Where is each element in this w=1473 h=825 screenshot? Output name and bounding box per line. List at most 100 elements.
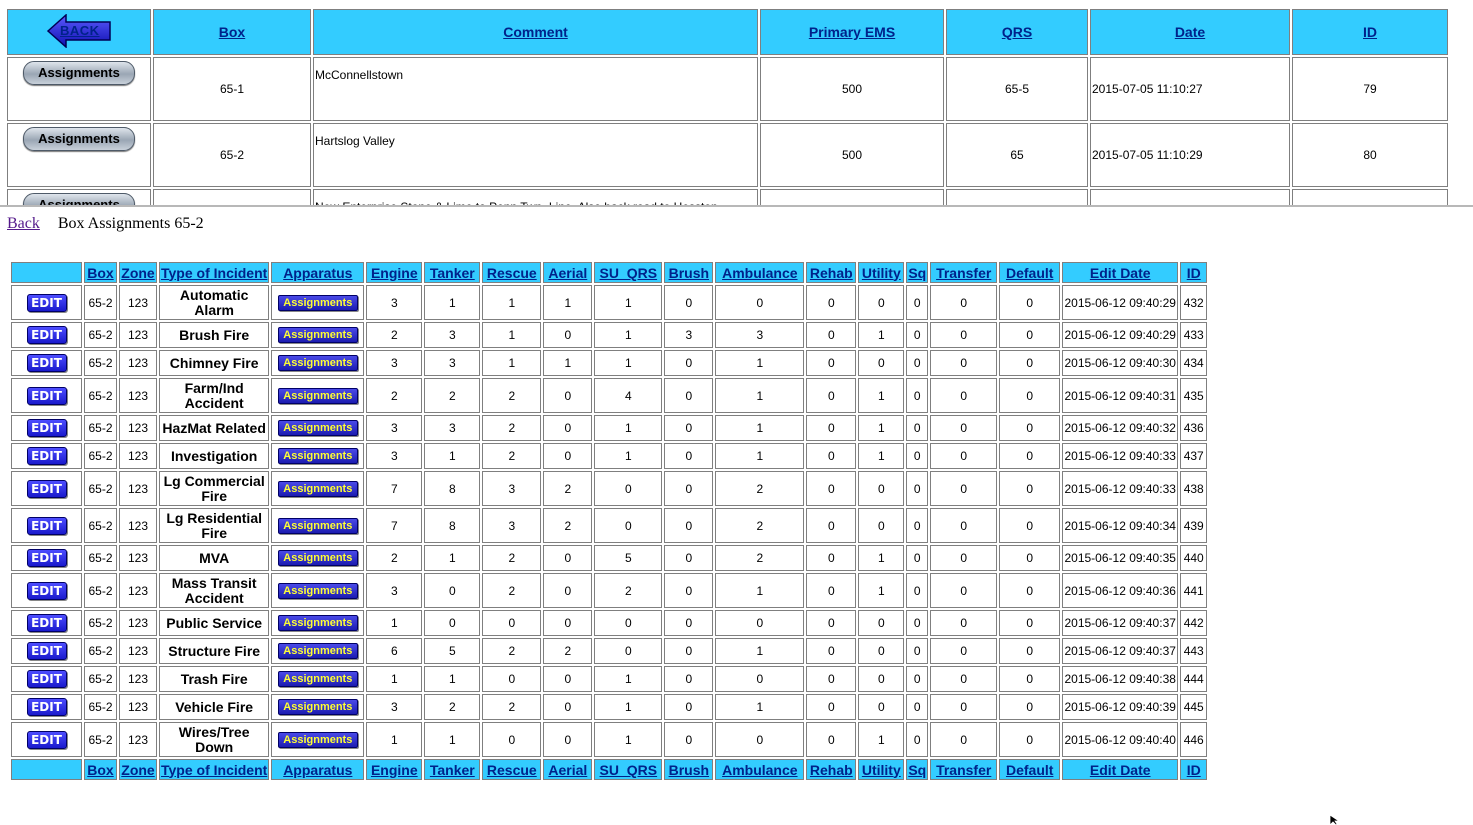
col-footer-ambulance[interactable]: Ambulance (715, 759, 805, 780)
col-header-box[interactable]: Box (84, 262, 117, 283)
engine-cell: 1 (366, 666, 423, 692)
id-cell: 444 (1180, 666, 1208, 692)
assignment-row: EDIT 65-2 123 MVA Assignments 2 1 2 0 5 0 2 0 1 0 0 0 201… (11, 545, 1208, 571)
edit-button[interactable]: EDIT (26, 516, 67, 535)
col-header-tanker[interactable]: Tanker (424, 262, 481, 283)
col-footer-brush[interactable]: Brush (664, 759, 714, 780)
col-header-box[interactable]: Box (153, 9, 311, 55)
rescue-cell: 2 (482, 573, 542, 608)
default-cell: 0 (999, 285, 1061, 320)
tanker-cell: 2 (424, 694, 481, 720)
tanker-cell: 1 (424, 285, 481, 320)
col-header-apparatus[interactable]: Apparatus (271, 262, 365, 283)
type-cell: Vehicle Fire (159, 694, 270, 720)
col-header-edit-date[interactable]: Edit Date (1062, 262, 1179, 283)
edit-button[interactable]: EDIT (26, 549, 67, 567)
col-header-utility[interactable]: Utility (858, 262, 905, 283)
apparatus-assignments-button[interactable]: Assignments (277, 671, 358, 687)
col-header-qrs[interactable]: QRS (946, 9, 1088, 55)
apparatus-assignments-button[interactable]: Assignments (277, 420, 358, 436)
col-header-primary-ems[interactable]: Primary EMS (760, 9, 944, 55)
aerial-cell: 0 (543, 610, 593, 636)
edit-button[interactable]: EDIT (26, 670, 67, 688)
col-footer-aerial[interactable]: Aerial (543, 759, 593, 780)
back-link[interactable]: Back (7, 215, 40, 232)
edit-button[interactable]: EDIT (26, 581, 67, 600)
edit-button[interactable]: EDIT (26, 326, 67, 344)
apparatus-assignments-button[interactable]: Assignments (277, 387, 358, 404)
apparatus-assignments-button[interactable]: Assignments (277, 643, 358, 659)
id-cell: 446 (1180, 722, 1208, 757)
apparatus-assignments-button[interactable]: Assignments (277, 355, 358, 371)
apparatus-assignments-button[interactable]: Assignments (277, 448, 358, 464)
edit-button[interactable]: EDIT (26, 354, 67, 372)
col-footer-engine[interactable]: Engine (366, 759, 423, 780)
col-header-id[interactable]: ID (1292, 9, 1448, 55)
assignments-button[interactable]: Assignments (23, 127, 135, 151)
col-header-engine[interactable]: Engine (366, 262, 423, 283)
col-footer-tanker[interactable]: Tanker (424, 759, 481, 780)
edit-date-cell: 2015-06-12 09:40:29 (1062, 322, 1179, 348)
col-footer-default[interactable]: Default (999, 759, 1061, 780)
apparatus-assignments-button[interactable]: Assignments (277, 731, 358, 748)
edit-button[interactable]: EDIT (26, 730, 67, 749)
col-header-su-qrs[interactable]: SU_QRS (594, 262, 663, 283)
apparatus-assignments-button[interactable]: Assignments (277, 327, 358, 343)
col-header-zone[interactable]: Zone (119, 262, 157, 283)
col-header-brush[interactable]: Brush (664, 262, 714, 283)
col-footer-apparatus[interactable]: Apparatus (271, 759, 365, 780)
apparatus-assignments-button[interactable]: Assignments (277, 517, 358, 534)
apparatus-assignments-button[interactable]: Assignments (277, 582, 358, 599)
col-header-rehab[interactable]: Rehab (806, 262, 857, 283)
back-button[interactable]: BACK (46, 13, 112, 48)
col-footer-edit-date[interactable]: Edit Date (1062, 759, 1179, 780)
edit-cell: EDIT (11, 666, 82, 692)
col-footer-rescue[interactable]: Rescue (482, 759, 542, 780)
col-footer-zone[interactable]: Zone (119, 759, 157, 780)
col-header-id[interactable]: ID (1180, 262, 1208, 283)
col-header-rescue[interactable]: Rescue (482, 262, 542, 283)
col-footer-id[interactable]: ID (1180, 759, 1208, 780)
col-header-sq[interactable]: Sq (906, 262, 929, 283)
apparatus-assignments-button[interactable]: Assignments (277, 615, 358, 631)
type-cell: Structure Fire (159, 638, 270, 664)
edit-button[interactable]: EDIT (26, 698, 67, 716)
edit-button[interactable]: EDIT (26, 447, 67, 465)
apparatus-assignments-button[interactable]: Assignments (277, 294, 358, 311)
brush-cell: 0 (664, 285, 714, 320)
edit-button[interactable]: EDIT (26, 386, 67, 405)
ambulance-cell: 1 (715, 443, 805, 469)
default-cell: 0 (999, 573, 1061, 608)
back-button-label: BACK (60, 22, 100, 38)
apparatus-assignments-button[interactable]: Assignments (277, 550, 358, 566)
apparatus-assignments-button[interactable]: Assignments (277, 480, 358, 497)
edit-button[interactable]: EDIT (26, 614, 67, 632)
col-header-default[interactable]: Default (999, 262, 1061, 283)
col-footer-transfer[interactable]: Transfer (930, 759, 998, 780)
col-header-type-of-incident[interactable]: Type of Incident (159, 262, 270, 283)
box-cell: 65-2 (84, 666, 117, 692)
assignments-button[interactable]: Assignments (23, 193, 135, 205)
id-cell: 445 (1180, 694, 1208, 720)
col-footer-sq[interactable]: Sq (906, 759, 929, 780)
col-header-aerial[interactable]: Aerial (543, 262, 593, 283)
edit-button[interactable]: EDIT (26, 293, 67, 312)
col-footer-utility[interactable]: Utility (858, 759, 905, 780)
box-cell: 65-2 (153, 123, 311, 187)
col-header-date[interactable]: Date (1090, 9, 1290, 55)
tanker-cell: 8 (424, 508, 481, 543)
edit-button[interactable]: EDIT (26, 642, 67, 660)
col-header-transfer[interactable]: Transfer (930, 262, 998, 283)
apparatus-assignments-button[interactable]: Assignments (277, 699, 358, 715)
edit-button[interactable]: EDIT (26, 479, 67, 498)
assignments-button[interactable]: Assignments (23, 61, 135, 85)
col-footer-box[interactable]: Box (84, 759, 117, 780)
col-footer-type-of-incident[interactable]: Type of Incident (159, 759, 270, 780)
back-arrow-icon (46, 13, 111, 48)
col-footer-rehab[interactable]: Rehab (806, 759, 857, 780)
box-cell: 65-2 (84, 573, 117, 608)
edit-button[interactable]: EDIT (26, 419, 67, 437)
col-footer-su-qrs[interactable]: SU_QRS (594, 759, 663, 780)
col-header-comment[interactable]: Comment (313, 9, 758, 55)
col-header-ambulance[interactable]: Ambulance (715, 262, 805, 283)
